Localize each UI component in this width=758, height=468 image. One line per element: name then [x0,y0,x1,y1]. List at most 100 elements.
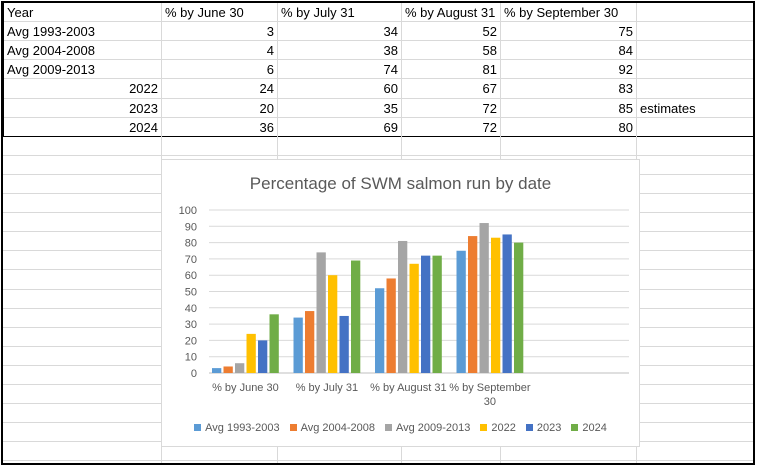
y-tick-label: 80 [185,238,197,250]
legend-swatch [480,424,488,431]
row-gridline [3,40,753,41]
y-tick-label: 40 [185,303,197,315]
chart-title: Percentage of SWM salmon run by date [249,174,552,193]
bar-avg-2009-2013-3 [479,223,489,373]
value-cell[interactable]: 92 [618,62,633,77]
value-cell[interactable]: 81 [482,62,497,77]
legend-item: 2023 [525,422,561,434]
bar-avg-1993-2003-1 [293,317,303,373]
bar-avg-2004-2008-0 [223,366,233,373]
header-cell[interactable]: % by September 30 [504,5,619,20]
value-cell[interactable]: 36 [259,120,274,135]
value-cell[interactable]: 83 [618,81,633,96]
y-tick-label: 10 [185,352,197,364]
bar-avg-2004-2008-3 [468,236,478,373]
header-cell[interactable]: Year [7,5,34,20]
bar-avg-2009-2013-0 [235,363,245,373]
value-cell[interactable]: 69 [383,120,398,135]
bar-avg-2004-2008-1 [305,311,315,373]
year-cell[interactable]: 2024 [129,120,158,135]
y-tick-label: 20 [185,335,197,347]
value-cell[interactable]: 34 [383,24,398,39]
bar-2024-0 [269,314,279,373]
y-tick-label: 60 [185,270,197,282]
bar-2023-1 [339,315,349,373]
y-tick-label: 100 [179,205,197,217]
year-cell[interactable]: 2023 [129,101,158,116]
value-cell[interactable]: 72 [482,120,497,135]
table-left-border [3,3,4,137]
legend-label: Avg 2004-2008 [300,422,375,434]
year-cell[interactable]: Avg 2004-2008 [7,43,95,58]
value-cell[interactable]: 35 [383,101,398,116]
note-cell[interactable]: estimates [640,101,696,116]
legend-swatch [194,424,202,431]
x-tick-label: % by July 31 [296,382,358,394]
x-tick-label: % by August 31 [370,382,446,394]
legend-swatch [571,424,579,431]
legend-swatch [384,424,392,431]
bar-avg-1993-2003-0 [212,368,222,373]
value-cell[interactable]: 6 [266,62,274,77]
bar-2023-3 [502,234,512,373]
year-cell[interactable]: Avg 2009-2013 [7,62,95,77]
value-cell[interactable]: 75 [618,24,633,39]
bar-2022-2 [409,263,419,373]
y-tick-label: 50 [185,287,197,299]
header-cell[interactable]: % by August 31 [405,5,496,20]
row-gridline [3,460,753,461]
bar-avg-2009-2013-2 [398,240,408,373]
value-cell[interactable]: 24 [259,81,274,96]
value-cell[interactable]: 4 [266,43,274,58]
x-tick-label: % by June 30 [212,382,279,394]
chart-legend: Avg 1993-2003 Avg 2004-2008 Avg 2009-2013 2… [162,422,639,434]
value-cell[interactable]: 3 [266,24,274,39]
bar-2024-1 [351,260,361,373]
bar-avg-2004-2008-2 [386,278,396,373]
year-cell[interactable]: 2022 [129,81,158,96]
value-cell[interactable]: 85 [618,101,633,116]
value-cell[interactable]: 84 [618,43,633,58]
header-cell[interactable]: % by June 30 [165,5,244,20]
legend-label: 2022 [491,422,516,434]
value-cell[interactable]: 20 [259,101,274,116]
value-cell[interactable]: 67 [482,81,497,96]
value-cell[interactable]: 60 [383,81,398,96]
bar-2023-0 [258,340,268,373]
year-cell[interactable]: Avg 1993-2003 [7,24,95,39]
value-cell[interactable]: 74 [383,62,398,77]
bar-avg-1993-2003-3 [456,250,466,373]
legend-item: Avg 2009-2013 [384,422,471,434]
legend-label: 2024 [582,422,607,434]
bar-2022-1 [328,275,338,373]
legend-item: 2024 [571,422,607,434]
legend-swatch [525,424,533,431]
bar-2024-3 [514,242,524,373]
legend-item: 2022 [480,422,516,434]
header-cell[interactable]: % by July 31 [281,5,355,20]
bar-avg-2009-2013-1 [316,252,326,373]
legend-item: Avg 2004-2008 [289,422,375,434]
row-gridline [3,136,753,137]
row-gridline [3,78,753,79]
value-cell[interactable]: 58 [482,43,497,58]
row-gridline [3,117,753,118]
bar-2022-3 [491,237,501,373]
y-tick-label: 90 [185,221,197,233]
x-tick-label: % by September [449,382,531,394]
value-cell[interactable]: 38 [383,43,398,58]
chart-object[interactable]: Percentage of SWM salmon run by date 0 10… [161,159,640,447]
value-cell[interactable]: 72 [482,101,497,116]
row-gridline [3,98,753,99]
bar-chart-plot: 0 10 20 30 40 50 60 70 80 90 100 % by June 30 % by J… [179,205,629,408]
y-tick-label: 30 [185,319,197,331]
y-tick-label: 70 [185,254,197,266]
row-gridline [3,59,753,60]
legend-label: Avg 2009-2013 [395,422,471,434]
bar-2022-0 [246,333,256,373]
value-cell[interactable]: 80 [618,120,633,135]
legend-label: Avg 1993-2003 [205,422,280,434]
x-tick-label: 30 [484,396,496,408]
value-cell[interactable]: 52 [482,24,497,39]
